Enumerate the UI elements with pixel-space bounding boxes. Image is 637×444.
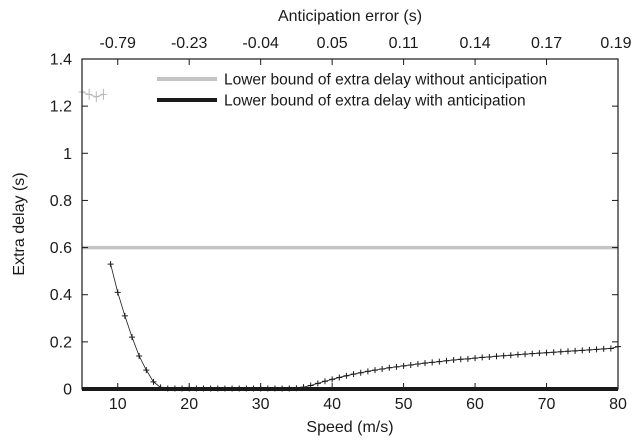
top-tick-label: -0.79 bbox=[99, 35, 136, 52]
x-tick-label: 20 bbox=[180, 396, 198, 413]
legend-label-with-anticipation: Lower bound of extra delay with anticipa… bbox=[224, 93, 526, 110]
top-tick-label: 0.14 bbox=[459, 35, 490, 52]
main-series-point bbox=[364, 368, 371, 375]
main-series-point bbox=[429, 359, 436, 366]
main-series-point bbox=[121, 312, 128, 319]
y-tick-label: 0.6 bbox=[50, 240, 72, 257]
main-series-point bbox=[107, 261, 114, 268]
main-series-point bbox=[136, 353, 143, 359]
main-series-point bbox=[336, 374, 343, 381]
main-series-point bbox=[550, 349, 557, 356]
top-tick-label: 0.17 bbox=[531, 35, 562, 52]
main-series-point bbox=[400, 362, 407, 369]
main-series-point bbox=[529, 350, 536, 357]
y-tick-label: 0.8 bbox=[50, 193, 72, 210]
top-tick-label: -0.23 bbox=[171, 35, 208, 52]
main-series-point bbox=[372, 367, 379, 374]
y-tick-label: 1 bbox=[63, 146, 72, 163]
main-series-point bbox=[150, 378, 157, 385]
main-series-point bbox=[379, 365, 386, 372]
early-series-point bbox=[99, 88, 107, 100]
plot-frame bbox=[81, 58, 619, 390]
main-series-point bbox=[493, 353, 500, 360]
main-series-point bbox=[522, 351, 529, 358]
main-series-point bbox=[357, 369, 364, 376]
early-series-point bbox=[85, 88, 93, 100]
main-series-point bbox=[450, 357, 457, 364]
x-tick-label: 10 bbox=[109, 396, 127, 413]
main-series-point bbox=[393, 363, 400, 370]
top-axis-title: Anticipation error (s) bbox=[278, 8, 422, 25]
main-series-point bbox=[486, 353, 493, 360]
main-series-point bbox=[343, 372, 350, 379]
main-series-point bbox=[443, 357, 450, 364]
y-tick-label: 1.4 bbox=[50, 52, 72, 69]
main-series-point bbox=[607, 345, 614, 352]
main-series-point bbox=[143, 367, 150, 374]
main-series-point bbox=[422, 360, 429, 367]
main-series-point bbox=[314, 380, 321, 387]
main-series-point bbox=[414, 361, 421, 368]
early-series-point bbox=[92, 91, 100, 103]
main-series-point bbox=[386, 364, 393, 371]
y-tick-label: 0.2 bbox=[50, 334, 72, 351]
top-tick-label: -0.04 bbox=[242, 35, 279, 52]
top-tick-label: 0.19 bbox=[600, 35, 631, 52]
main-series-point bbox=[500, 352, 507, 359]
main-series-point bbox=[129, 334, 136, 341]
top-tick-label: 0.05 bbox=[317, 35, 348, 52]
main-series-point bbox=[593, 346, 600, 353]
main-series-point bbox=[350, 371, 357, 378]
main-series-point bbox=[464, 355, 471, 362]
main-series-point bbox=[307, 382, 314, 389]
main-series-point bbox=[114, 289, 121, 296]
main-series-point bbox=[293, 385, 300, 392]
main-series-point bbox=[600, 345, 607, 352]
x-tick-label: 60 bbox=[466, 396, 484, 413]
y-tick-label: 1.2 bbox=[50, 99, 72, 116]
main-series-point bbox=[457, 356, 464, 363]
main-series-point bbox=[586, 346, 593, 353]
x-axis-title: Speed (m/s) bbox=[306, 419, 393, 436]
legend-label-no-anticipation: Lower bound of extra delay without antic… bbox=[224, 72, 547, 89]
main-series-line bbox=[110, 263, 619, 389]
x-tick-label: 30 bbox=[252, 396, 270, 413]
main-series-point bbox=[536, 350, 543, 357]
main-series-point bbox=[557, 348, 564, 355]
y-tick-label: 0.4 bbox=[50, 287, 72, 304]
main-series-point bbox=[514, 351, 521, 358]
main-series-point bbox=[472, 355, 479, 362]
x-tick-label: 70 bbox=[538, 396, 556, 413]
top-tick-label: 0.11 bbox=[389, 35, 419, 52]
x-tick-label: 50 bbox=[395, 396, 413, 413]
main-series-point bbox=[479, 354, 486, 361]
main-series-point bbox=[321, 378, 328, 385]
main-series-point bbox=[436, 358, 443, 365]
x-tick-label: 40 bbox=[323, 396, 341, 413]
early-series-line bbox=[81, 91, 104, 98]
main-series-point bbox=[329, 376, 336, 383]
main-series-point bbox=[579, 347, 586, 354]
y-tick-label: 0 bbox=[63, 382, 72, 399]
main-series-point bbox=[407, 361, 414, 368]
main-series-point bbox=[507, 352, 514, 359]
main-series-point bbox=[572, 347, 579, 354]
main-series-point bbox=[564, 348, 571, 355]
main-series-point bbox=[543, 349, 550, 356]
x-tick-label: 80 bbox=[609, 396, 627, 413]
y-axis-title: Extra delay (s) bbox=[11, 172, 28, 275]
